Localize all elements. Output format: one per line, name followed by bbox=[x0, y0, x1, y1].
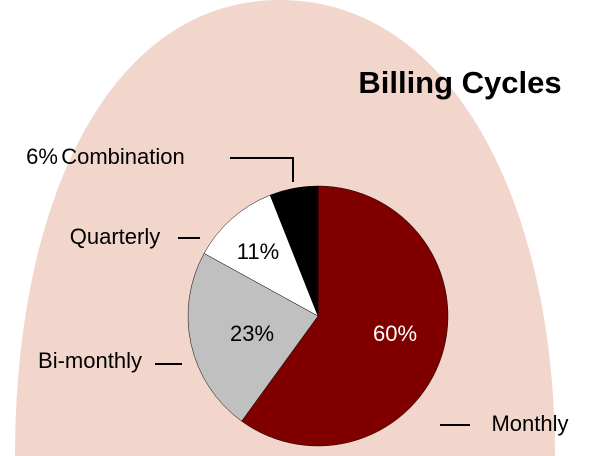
slice-value-label: 60% bbox=[373, 321, 417, 346]
slice-name: Monthly bbox=[491, 411, 568, 436]
leader-line bbox=[230, 157, 294, 182]
pie-slice bbox=[269, 185, 319, 317]
slice-value-label: 11% bbox=[237, 239, 279, 264]
slice-value-label: 23% bbox=[230, 321, 274, 346]
chart-title: Billing Cycles bbox=[358, 65, 561, 100]
slice-value-label: 6% bbox=[26, 144, 58, 169]
pie-slice bbox=[203, 194, 319, 317]
slice-name: Combination bbox=[61, 144, 185, 169]
slice-name: Bi-monthly bbox=[38, 348, 142, 373]
pie-slice bbox=[187, 253, 319, 422]
leader-lines bbox=[155, 157, 470, 426]
slice-name: Quarterly bbox=[70, 224, 160, 249]
pie-slice bbox=[241, 185, 449, 447]
